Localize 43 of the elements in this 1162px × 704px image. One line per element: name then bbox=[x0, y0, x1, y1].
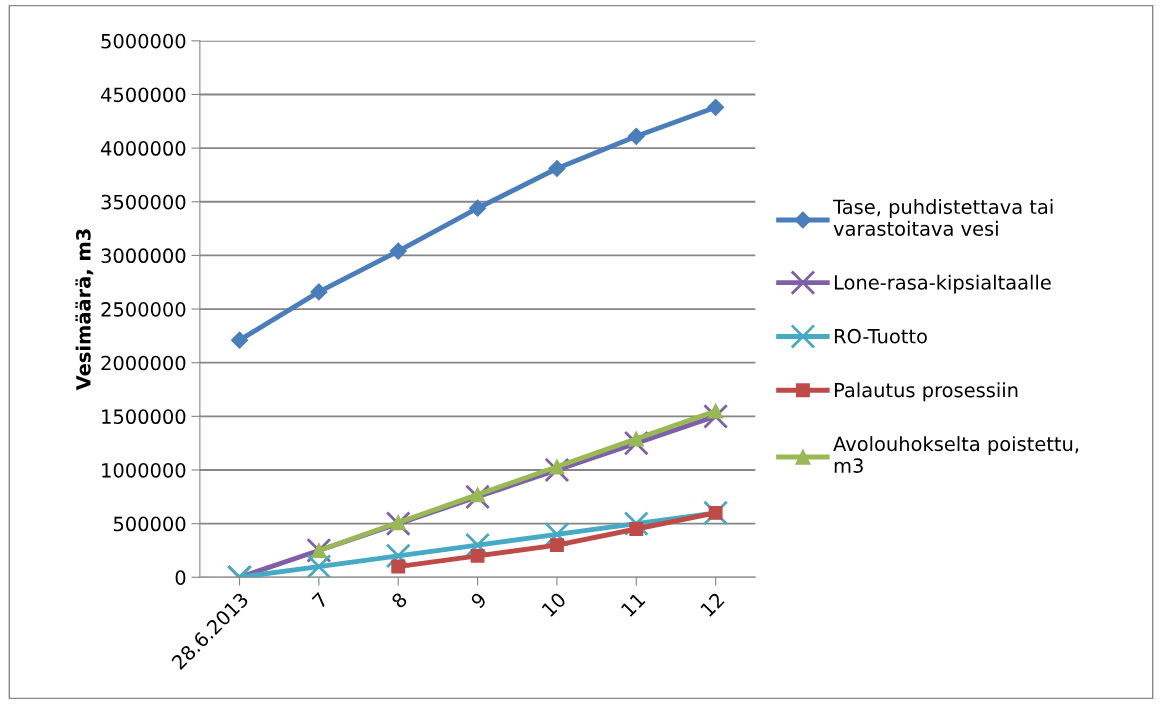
legend-label: Avolouhokselta poistettu, m3 bbox=[833, 436, 1079, 473]
point bbox=[389, 242, 407, 260]
y-tick-label: 1000000 bbox=[102, 462, 186, 478]
point bbox=[469, 199, 487, 217]
legend-label: RO-Tuotto bbox=[834, 328, 927, 344]
point bbox=[311, 542, 327, 559]
y-tick-label: 3000000 bbox=[101, 248, 186, 264]
y-tick-label: 3500000 bbox=[101, 194, 186, 210]
point bbox=[469, 487, 486, 503]
y-tick-label: 2500000 bbox=[101, 302, 186, 317]
point bbox=[548, 159, 566, 178]
legend-label: Palautus prosessiin bbox=[834, 382, 1018, 402]
point bbox=[391, 559, 406, 574]
y-tick-label: 4500000 bbox=[101, 87, 186, 103]
point bbox=[470, 548, 485, 563]
legend-label: Tase, puhdistettava tai varastoitava vesi bbox=[833, 199, 1053, 236]
point bbox=[549, 538, 564, 553]
point bbox=[629, 522, 644, 536]
y-tick-label: 500000 bbox=[113, 516, 186, 532]
x-tick-label: 12 bbox=[699, 592, 725, 617]
y-tick-label: 4000000 bbox=[101, 141, 186, 156]
y-tick-label: 5000000 bbox=[101, 33, 186, 49]
x-tick-label: 7 bbox=[311, 592, 329, 609]
legend-label: Lone-rasa-kipsialtaalle bbox=[834, 274, 1051, 294]
y-tick-label: 0 bbox=[175, 570, 186, 585]
point bbox=[627, 127, 645, 145]
point bbox=[707, 98, 725, 116]
point bbox=[306, 554, 332, 578]
point bbox=[708, 505, 723, 520]
x-tick-label: 11 bbox=[620, 592, 646, 617]
x-tick-label: 10 bbox=[541, 591, 567, 618]
y-axis-title: Vesimäärä, m3 bbox=[75, 229, 94, 391]
y-tick-label: 2000000 bbox=[101, 355, 186, 371]
point bbox=[230, 331, 249, 349]
point bbox=[385, 543, 411, 569]
point bbox=[707, 403, 724, 419]
x-tick-label: 9 bbox=[469, 591, 488, 609]
point bbox=[628, 431, 644, 447]
point bbox=[310, 283, 328, 301]
point bbox=[390, 514, 406, 531]
point bbox=[549, 459, 565, 475]
x-tick-label: 8 bbox=[390, 591, 408, 609]
y-tick-label: 1500000 bbox=[102, 409, 186, 425]
